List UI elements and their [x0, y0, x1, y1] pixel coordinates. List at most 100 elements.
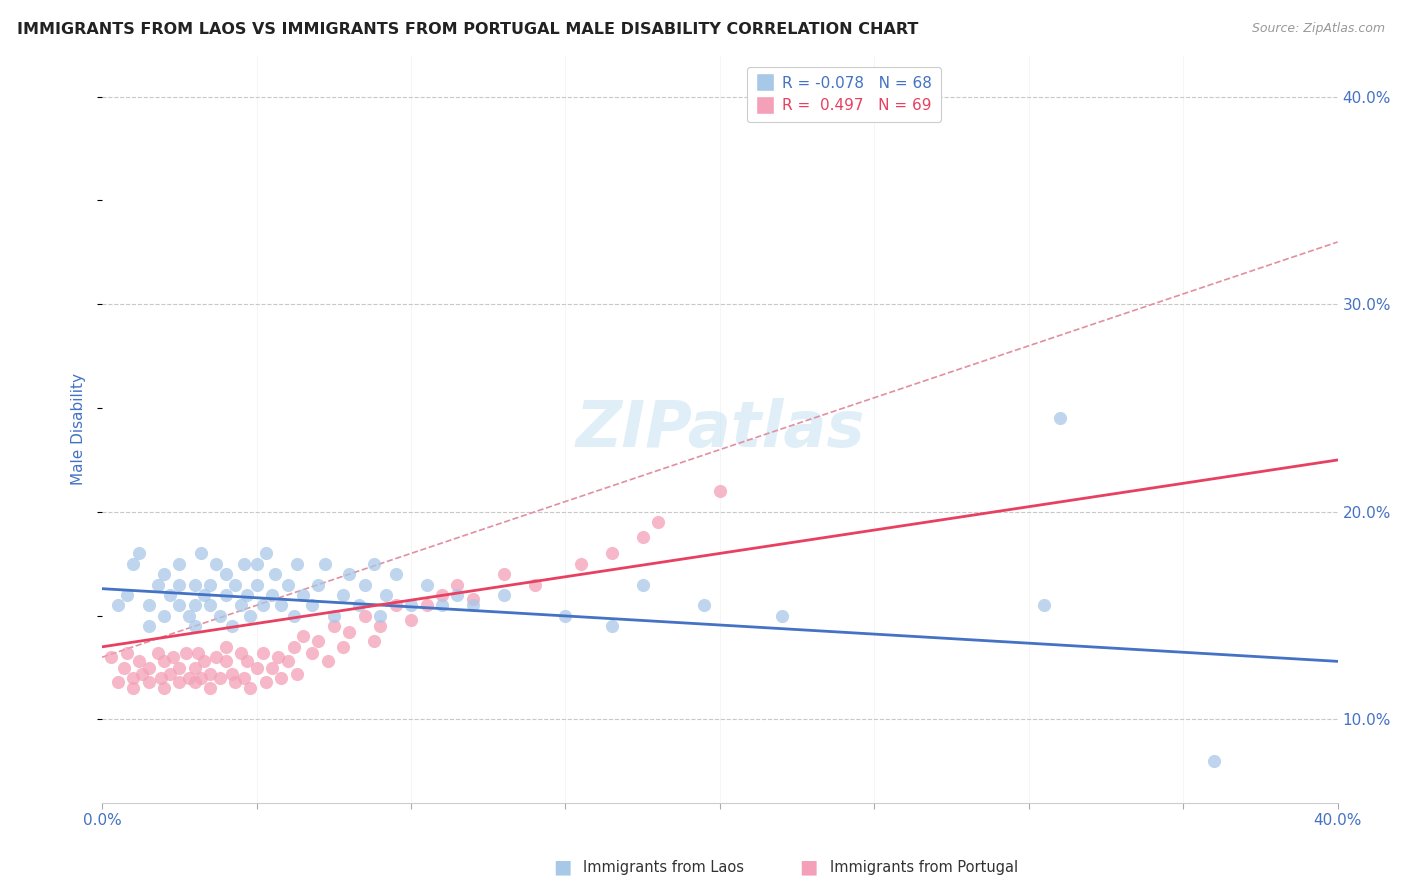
Point — [461, 599, 484, 613]
Point — [231, 599, 253, 613]
Point — [112, 660, 135, 674]
Point — [169, 660, 191, 674]
Point — [693, 599, 716, 613]
Point — [146, 577, 169, 591]
Point — [246, 577, 269, 591]
Point — [193, 654, 215, 668]
Point — [322, 619, 344, 633]
Point — [138, 599, 160, 613]
Point — [215, 640, 238, 654]
Point — [193, 588, 215, 602]
Point — [239, 608, 262, 623]
Point — [307, 633, 329, 648]
Point — [190, 671, 212, 685]
Point — [254, 546, 277, 560]
Point — [184, 619, 207, 633]
Point — [231, 646, 253, 660]
Point — [415, 577, 437, 591]
Point — [301, 646, 323, 660]
Point — [314, 557, 336, 571]
Point — [1033, 599, 1056, 613]
Point — [224, 577, 246, 591]
Point — [307, 577, 329, 591]
Point — [153, 567, 176, 582]
Point — [215, 588, 238, 602]
Point — [128, 546, 150, 560]
Point — [174, 646, 197, 660]
Point — [262, 588, 284, 602]
Point — [254, 675, 277, 690]
Point — [169, 557, 191, 571]
Point — [276, 577, 298, 591]
Point — [153, 654, 176, 668]
Point — [461, 592, 484, 607]
Point — [205, 557, 228, 571]
Point — [208, 671, 231, 685]
Point — [153, 608, 176, 623]
Point — [128, 654, 150, 668]
Point — [368, 619, 391, 633]
Point — [205, 650, 228, 665]
Point — [285, 557, 308, 571]
Point — [131, 666, 153, 681]
Point — [138, 619, 160, 633]
Point — [162, 650, 184, 665]
Point — [430, 599, 453, 613]
Point — [107, 675, 129, 690]
Point — [316, 654, 339, 668]
Point — [363, 557, 385, 571]
Point — [291, 629, 314, 643]
Point — [236, 588, 259, 602]
Point — [200, 681, 222, 696]
Point — [415, 599, 437, 613]
Point — [122, 557, 145, 571]
Point — [569, 557, 592, 571]
Point — [600, 546, 623, 560]
Point — [267, 650, 290, 665]
Point — [375, 588, 398, 602]
Point — [252, 599, 274, 613]
Point — [215, 567, 238, 582]
Point — [399, 599, 422, 613]
Point — [332, 640, 354, 654]
Point — [270, 671, 292, 685]
Point — [363, 633, 385, 648]
Point — [631, 577, 654, 591]
Point — [169, 577, 191, 591]
Point — [262, 660, 284, 674]
Point — [215, 654, 238, 668]
Text: Source: ZipAtlas.com: Source: ZipAtlas.com — [1251, 22, 1385, 36]
Point — [283, 608, 305, 623]
Point — [169, 675, 191, 690]
Point — [159, 666, 181, 681]
Point — [221, 666, 243, 681]
Point — [122, 681, 145, 696]
Point — [270, 599, 292, 613]
Point — [177, 608, 200, 623]
Point — [122, 671, 145, 685]
Text: Immigrants from Laos: Immigrants from Laos — [583, 860, 745, 874]
Point — [337, 567, 360, 582]
Point — [446, 577, 468, 591]
Point — [709, 484, 731, 499]
Point — [276, 654, 298, 668]
Point — [353, 577, 375, 591]
Point — [200, 577, 222, 591]
Point — [291, 588, 314, 602]
Point — [208, 608, 231, 623]
Point — [115, 646, 138, 660]
Point — [384, 567, 406, 582]
Point — [184, 660, 207, 674]
Point — [153, 681, 176, 696]
Point — [600, 619, 623, 633]
Point — [115, 588, 138, 602]
Point — [246, 557, 269, 571]
Point — [224, 675, 246, 690]
Point — [233, 671, 256, 685]
Point — [138, 660, 160, 674]
Point — [337, 625, 360, 640]
Point — [353, 608, 375, 623]
Point — [100, 650, 122, 665]
Point — [200, 599, 222, 613]
Text: ZIPatlas: ZIPatlas — [575, 398, 865, 460]
